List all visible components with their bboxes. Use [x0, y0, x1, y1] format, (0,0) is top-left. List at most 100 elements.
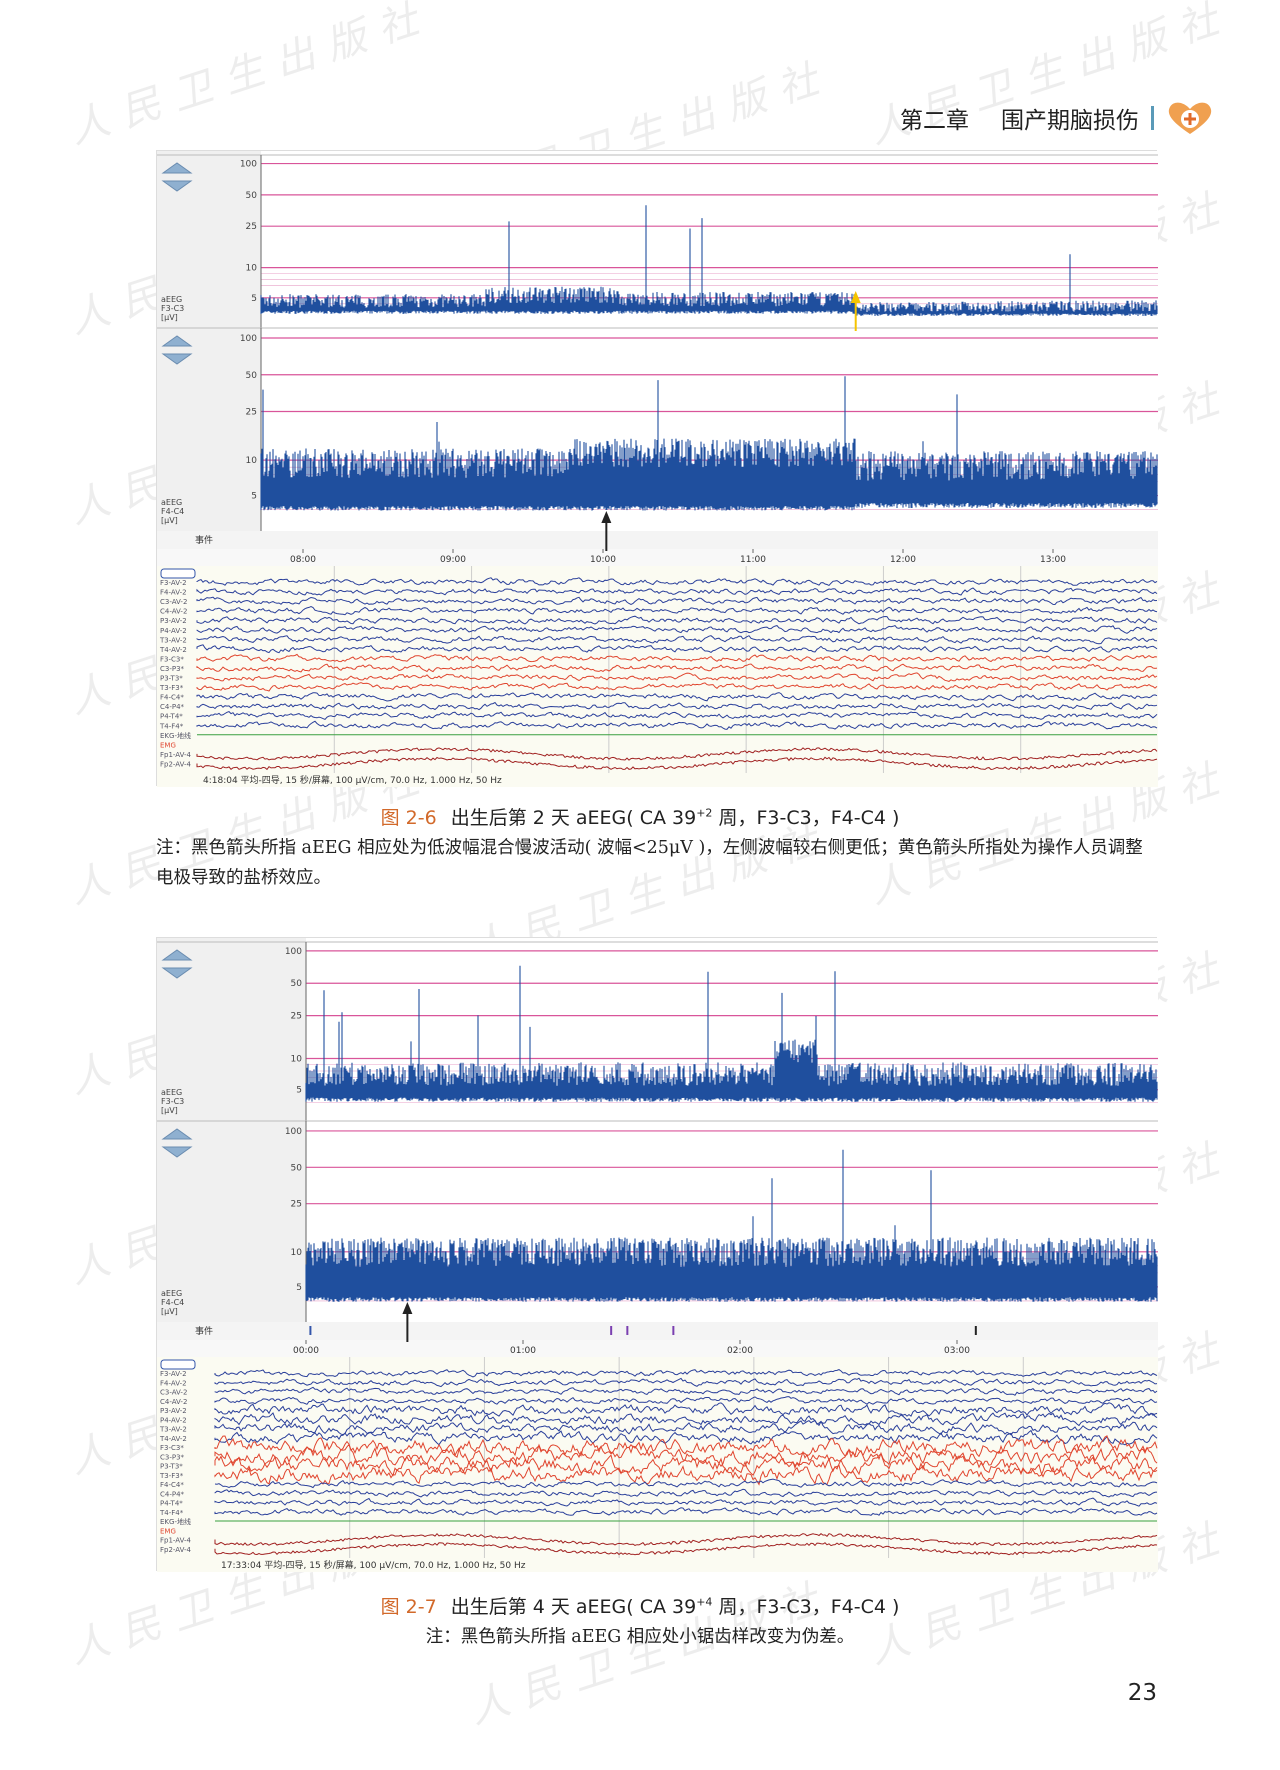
channel-label: EKG-地线: [160, 1517, 191, 1526]
eeg-trace: [196, 720, 1158, 730]
channel-label: F3-C3*: [160, 1444, 184, 1452]
caption-sup: +4: [696, 1595, 713, 1609]
montage-button[interactable]: [160, 568, 196, 579]
caption-tail: 周，F3-C3，F4-C4 ): [712, 807, 900, 829]
channel-label: T3-F3*: [159, 684, 184, 692]
time-tick-label: 09:00: [440, 555, 466, 565]
aeeg-trace: [260, 376, 1158, 511]
eeg-trace: [214, 1429, 1158, 1446]
eeg-trace: [196, 625, 1158, 634]
panel-label: aEEG: [161, 498, 182, 507]
black-arrowhead: [601, 511, 612, 523]
eeg-trace: [196, 672, 1158, 682]
eeg-trace: [196, 747, 1158, 761]
eeg-trace: [196, 644, 1158, 654]
aeeg-trace: [260, 205, 1158, 316]
event-label: 事件: [195, 534, 213, 546]
y-tick-label: 50: [246, 191, 258, 201]
time-tick-label: 02:00: [727, 1346, 753, 1356]
eeg-trace: [196, 711, 1158, 720]
eeg-trace: [196, 587, 1158, 596]
montage-button[interactable]: [160, 1359, 196, 1370]
eeg-trace: [196, 692, 1158, 702]
event-marker: [626, 1326, 629, 1335]
panel-label: F3-C3: [161, 1097, 184, 1106]
y-tick-label: 50: [246, 371, 258, 381]
eeg-trace: [214, 1478, 1158, 1489]
y-tick-label: 10: [246, 264, 258, 274]
eeg-panel: [157, 566, 1158, 787]
channel-label: T4-F4*: [159, 1509, 184, 1517]
channel-label: EMG: [160, 1527, 176, 1535]
scale-down-icon[interactable]: [161, 180, 193, 192]
panel-label: [μV]: [161, 516, 178, 525]
time-tick-label: 00:00: [293, 1346, 319, 1356]
channel-label: C4-P4*: [160, 1490, 185, 1498]
channel-label: F3-AV-2: [160, 1370, 187, 1378]
chapter-number: 第二章: [900, 108, 969, 134]
event-row: [157, 531, 1158, 549]
caption-tail: 周，F3-C3，F4-C4 ): [712, 1596, 900, 1618]
caption-text: 出生后第 2 天 aEEG( CA 39: [450, 807, 697, 829]
scale-down-icon[interactable]: [161, 967, 193, 979]
eeg-trace: [214, 1435, 1158, 1459]
panel-label: F3-C3: [161, 304, 184, 313]
channel-label: P3-AV-2: [160, 617, 187, 625]
panel-label: aEEG: [161, 295, 182, 304]
black-arrowhead: [402, 1302, 413, 1314]
panel-label: F4-C4: [161, 1298, 184, 1307]
channel-label: P3-T3*: [160, 675, 183, 683]
y-tick-label: 5: [251, 294, 257, 304]
event-marker: [610, 1326, 613, 1335]
y-tick-label: 100: [240, 334, 257, 344]
y-tick-label: 25: [291, 1012, 302, 1022]
time-tick-label: 11:00: [740, 555, 766, 565]
figure-2-6-note: 注：黑色箭头所指 aEEG 相应处为低波幅混合慢波活动( 波幅<25μV )，左…: [156, 838, 1143, 888]
page-number: 23: [1127, 1680, 1157, 1706]
time-tick-label: 12:00: [890, 555, 916, 565]
channel-label: C3-AV-2: [160, 598, 187, 606]
channel-label: P4-AV-2: [160, 627, 187, 635]
time-tick-label: 01:00: [510, 1346, 536, 1356]
eeg-trace: [196, 701, 1158, 711]
eeg-trace: [214, 1412, 1158, 1427]
panel-label: F4-C4: [161, 507, 184, 516]
yellow-arrowhead: [850, 291, 861, 303]
eeg-trace: [214, 1452, 1158, 1477]
scale-up-icon[interactable]: [161, 1128, 193, 1140]
y-tick-label: 5: [296, 1283, 302, 1293]
channel-label: P4-AV-2: [160, 1416, 187, 1424]
y-tick-label: 100: [285, 1127, 302, 1137]
panel-label: [μV]: [161, 1307, 178, 1316]
scale-up-icon[interactable]: [161, 949, 193, 961]
eeg-trace: [196, 605, 1158, 616]
channel-label: F4-C4*: [160, 1481, 184, 1489]
eeg-trace: [196, 615, 1158, 625]
watermark-text: 人民卫生出版社: [63, 0, 438, 154]
time-tick-label: 03:00: [944, 1346, 970, 1356]
scale-up-icon[interactable]: [161, 335, 193, 347]
aeeg-recording: 1005025105aEEGF3-C3[μV]1005025105aEEGF4-…: [157, 938, 1158, 1572]
panel-label: [μV]: [161, 1106, 178, 1115]
event-marker: [672, 1326, 675, 1335]
aeeg-trace: [305, 1149, 1158, 1302]
figure-2-6: 100 50 25 10 5 aEEG F3-C3 [μV] 100 50 25 10 5 aEEG F4-…: [156, 150, 1158, 787]
channel-label: C4-AV-2: [160, 608, 187, 616]
time-tick-label: 13:00: [1040, 555, 1066, 565]
event-marker: [309, 1326, 312, 1335]
figure-2-7: 100 50 25 10 5 aEEG F3-C3 [μV] 100 50 25 10 5 aEEG F4-…: [156, 937, 1158, 1572]
scale-down-icon[interactable]: [161, 1146, 193, 1158]
channel-label: T4-AV-2: [159, 1435, 187, 1443]
eeg-trace: [214, 1488, 1158, 1498]
scale-up-icon[interactable]: [161, 162, 193, 174]
time-axis: [157, 1340, 1158, 1357]
eeg-trace: [214, 1497, 1158, 1507]
eeg-trace: [196, 663, 1158, 673]
scale-down-icon[interactable]: [161, 353, 193, 365]
eeg-trace: [214, 1377, 1158, 1388]
eeg-trace: [214, 1507, 1158, 1516]
eeg-trace: [214, 1396, 1158, 1405]
y-tick-label: 100: [240, 160, 257, 170]
channel-label: C4-AV-2: [160, 1398, 187, 1406]
channel-label: F3-AV-2: [160, 579, 187, 587]
